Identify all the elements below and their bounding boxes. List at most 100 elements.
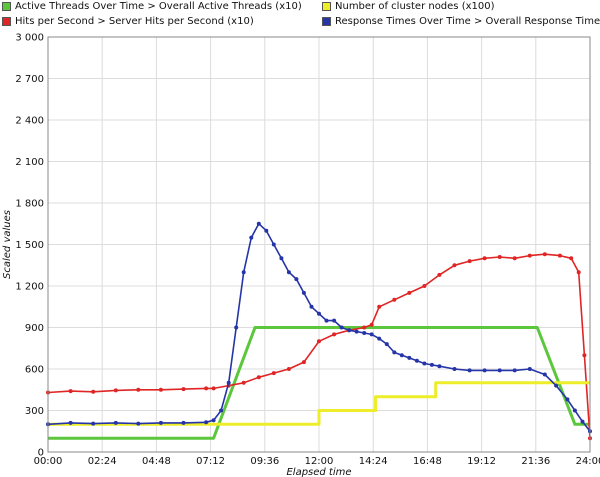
x-tick-label: 09:36 [250, 456, 279, 467]
data-point-server-hits-per-second-x10 [68, 389, 73, 394]
data-point-server-hits-per-second-x10 [332, 332, 337, 337]
y-tick-label: 1 200 [15, 282, 44, 293]
data-point-server-hits-per-second-x10 [392, 297, 397, 302]
data-point-overall-response-times [497, 368, 502, 373]
data-point-server-hits-per-second-x10 [542, 252, 547, 257]
x-tick-label: 00:00 [34, 456, 63, 467]
y-tick-label: 3 000 [15, 33, 44, 44]
legend-label: Number of cluster nodes (x100) [335, 1, 495, 12]
data-point-server-hits-per-second-x10 [369, 322, 374, 327]
data-point-overall-response-times [339, 325, 344, 330]
data-point-overall-response-times [384, 342, 389, 347]
data-point-overall-response-times [377, 336, 382, 341]
x-tick-label: 19:12 [467, 456, 496, 467]
x-tick-label: 02:24 [88, 456, 117, 467]
y-tick-label: 2 700 [15, 74, 44, 85]
data-point-overall-response-times [294, 277, 299, 282]
legend-swatch [322, 17, 331, 26]
data-point-overall-response-times [572, 408, 577, 413]
data-point-overall-response-times [181, 420, 186, 425]
data-point-server-hits-per-second-x10 [317, 339, 321, 344]
series-layer [46, 221, 592, 441]
legend-item: Number of cluster nodes (x100) [322, 1, 495, 12]
data-point-overall-response-times [542, 372, 547, 377]
data-point-overall-response-times [136, 421, 141, 426]
data-point-server-hits-per-second-x10 [204, 386, 209, 391]
data-point-overall-response-times [580, 419, 585, 424]
data-point-server-hits-per-second-x10 [181, 387, 186, 392]
x-tick-label: 16:48 [413, 456, 442, 467]
data-point-server-hits-per-second-x10 [569, 256, 574, 261]
legend-swatch [2, 2, 11, 11]
data-point-overall-response-times [256, 221, 261, 226]
x-tick-label: 04:48 [142, 456, 171, 467]
legend-swatch [2, 17, 11, 26]
data-point-server-hits-per-second-x10 [557, 253, 562, 258]
data-point-overall-response-times [565, 397, 570, 402]
y-tick-label: 1 800 [15, 199, 44, 210]
data-point-overall-response-times [452, 367, 457, 371]
data-point-server-hits-per-second-x10 [301, 360, 306, 365]
data-point-server-hits-per-second-x10 [377, 304, 382, 309]
legend-item: Response Times Over Time > Overall Respo… [322, 16, 600, 27]
data-point-overall-response-times [392, 350, 397, 355]
x-tick-label: 07:12 [196, 456, 225, 467]
y-tick-label: 0 [38, 448, 44, 459]
x-tick-label: 24:00 [576, 456, 600, 467]
y-tick-label: 600 [25, 365, 44, 376]
series-number-of-cluster-nodes-x100 [48, 381, 590, 426]
series-server-hits-per-second-x10 [46, 252, 592, 441]
data-point-overall-response-times [264, 228, 269, 233]
data-point-overall-response-times [512, 368, 517, 373]
data-point-overall-response-times [113, 420, 118, 425]
data-point-server-hits-per-second-x10 [407, 290, 412, 295]
y-tick-label: 300 [25, 406, 44, 417]
data-point-overall-response-times [422, 361, 427, 366]
x-tick-label: 14:24 [359, 456, 388, 467]
data-point-server-hits-per-second-x10 [437, 272, 442, 277]
data-point-overall-response-times [369, 332, 374, 337]
data-point-overall-response-times [482, 368, 487, 373]
legend-label: Response Times Over Time > Overall Respo… [335, 16, 600, 27]
x-tick-label: 21:36 [521, 456, 550, 467]
data-point-overall-response-times [527, 367, 532, 371]
data-point-overall-response-times [437, 364, 442, 369]
data-point-overall-response-times [286, 270, 291, 275]
data-point-overall-response-times [241, 270, 246, 275]
legend-item: Active Threads Over Time > Overall Activ… [2, 1, 302, 12]
data-point-server-hits-per-second-x10 [271, 371, 276, 376]
data-point-server-hits-per-second-x10 [582, 353, 587, 358]
data-point-server-hits-per-second-x10 [512, 256, 517, 261]
data-point-server-hits-per-second-x10 [211, 386, 216, 391]
data-point-server-hits-per-second-x10 [422, 284, 427, 288]
data-point-overall-response-times [399, 353, 404, 358]
data-point-overall-response-times [249, 235, 254, 240]
legend-label: Hits per Second > Server Hits per Second… [15, 16, 254, 27]
data-point-overall-response-times [211, 418, 216, 423]
data-point-overall-response-times [317, 311, 321, 316]
data-point-overall-response-times [467, 368, 472, 373]
data-point-overall-response-times [407, 355, 412, 360]
data-point-server-hits-per-second-x10 [256, 375, 261, 380]
data-point-overall-response-times [554, 383, 559, 388]
x-axis-title: Elapsed time [286, 467, 351, 477]
legend-label: Active Threads Over Time > Overall Activ… [15, 1, 302, 12]
data-point-server-hits-per-second-x10 [136, 387, 141, 392]
data-point-overall-response-times [354, 329, 359, 334]
y-axis-title: Scaled values [2, 210, 13, 279]
data-point-overall-response-times [324, 318, 329, 323]
data-point-overall-response-times [429, 362, 434, 367]
plot-frame [47, 36, 591, 453]
x-tick-label: 12:00 [305, 456, 334, 467]
data-point-server-hits-per-second-x10 [362, 325, 367, 330]
data-point-server-hits-per-second-x10 [467, 259, 472, 264]
data-point-server-hits-per-second-x10 [482, 256, 487, 261]
y-tick-label: 2 400 [15, 116, 44, 127]
data-point-server-hits-per-second-x10 [497, 255, 502, 259]
chart-legend: Active Threads Over Time > Overall Activ… [0, 0, 600, 32]
x-axis-ticks: 00:00 02:24 04:48 07:12 09:36 12:00 14:24 16:48… [34, 456, 600, 467]
series-line-number-of-cluster-nodes-x100 [48, 381, 590, 426]
data-point-overall-response-times [362, 331, 367, 335]
y-tick-label: 900 [25, 323, 44, 334]
